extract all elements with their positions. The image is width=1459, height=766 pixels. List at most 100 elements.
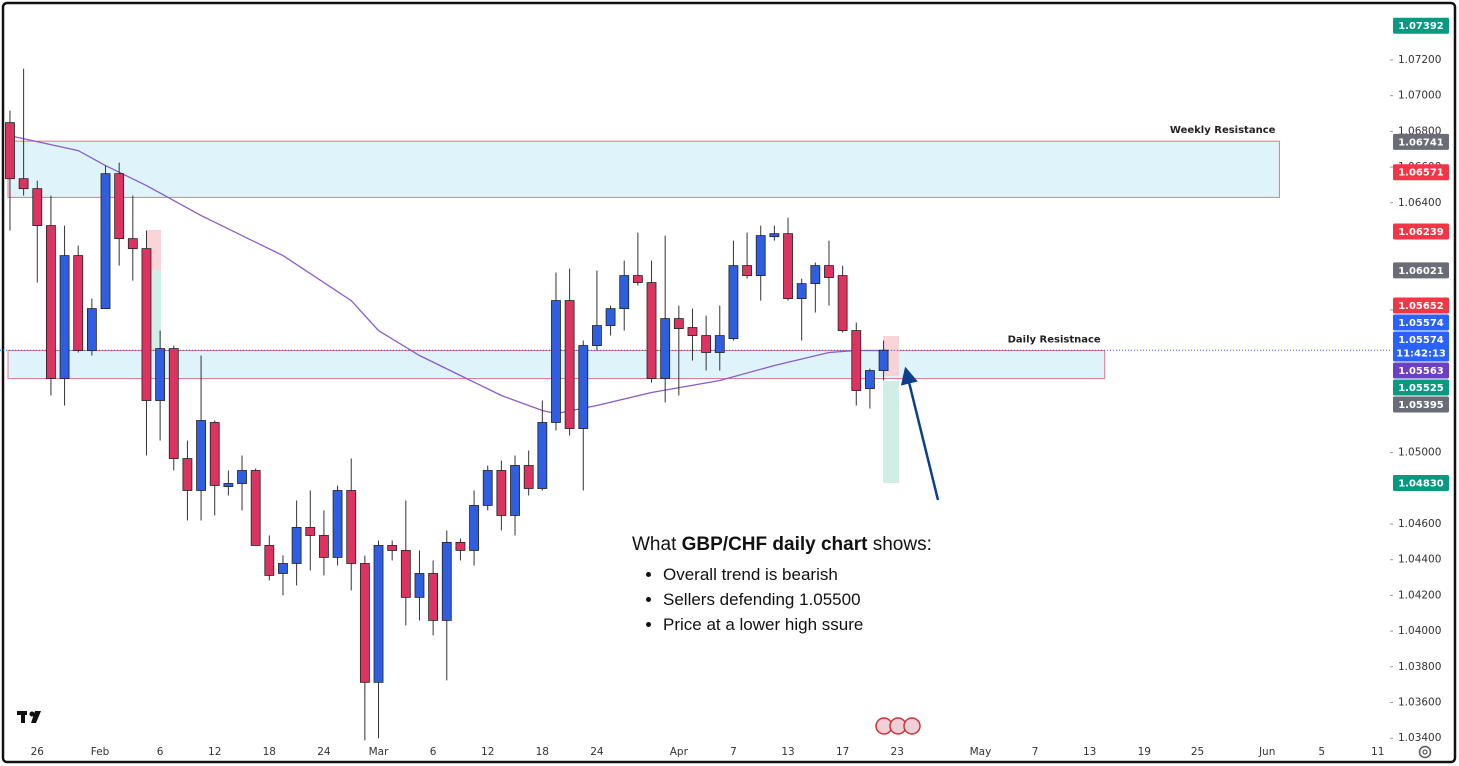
candle-body — [32, 188, 43, 227]
position-target — [883, 381, 899, 483]
x-tick-label: 13 — [781, 746, 794, 758]
x-tick-label: 17 — [836, 746, 849, 758]
candle-body — [209, 422, 220, 486]
candle-body — [496, 470, 507, 516]
candle-body — [878, 349, 889, 371]
annotation-title: What GBP/CHF daily chart shows: — [632, 534, 932, 556]
price-label: 1.06741 — [1398, 137, 1444, 148]
price-label-box — [1393, 262, 1449, 279]
candle-body — [687, 327, 698, 336]
price-label: 1.06021 — [1398, 266, 1444, 277]
candle-body — [46, 225, 56, 379]
y-tick-label: 1.07000 — [1398, 90, 1441, 102]
x-tick-label: 7 — [1032, 746, 1039, 758]
price-label: 1.05395 — [1398, 400, 1444, 411]
candle-body — [578, 345, 589, 429]
zone-label: Daily Resistnace — [1008, 335, 1101, 346]
candle-body — [332, 490, 343, 558]
candle-body — [482, 470, 493, 506]
price-label: 1.04830 — [1398, 478, 1444, 489]
price-label: 1.07392 — [1398, 21, 1444, 32]
candle-body — [155, 348, 166, 401]
x-tick-label: 5 — [1318, 746, 1325, 758]
price-label: 1.05652 — [1398, 301, 1444, 312]
x-tick-label: 6 — [157, 746, 164, 758]
price-label: 1.05574 — [1398, 318, 1444, 329]
candle-body — [400, 550, 411, 598]
candle-body — [605, 308, 616, 326]
candle-body — [428, 573, 439, 621]
x-tick-label: 12 — [208, 746, 221, 758]
annotation-suffix: shows: — [867, 534, 932, 555]
candle-body — [237, 470, 247, 484]
candle-body — [223, 483, 234, 487]
moving-average — [9, 135, 884, 415]
price-label: 1.05563 — [1398, 366, 1444, 377]
resistance-zone — [7, 140, 1280, 198]
y-tick-label: 1.04400 — [1398, 554, 1441, 566]
price-label-box — [1393, 362, 1449, 379]
price-label: 1.06239 — [1398, 227, 1444, 238]
settings-icon[interactable] — [1418, 745, 1432, 759]
candle-body — [592, 325, 602, 346]
price-label: 1.05574 — [1398, 335, 1444, 346]
x-tick-label: 6 — [430, 746, 437, 758]
x-tick-label: 18 — [536, 746, 549, 758]
x-tick-label: May — [970, 746, 992, 758]
price-label-box — [1393, 379, 1449, 396]
candle-body — [728, 265, 739, 339]
annotation-prefix: What — [632, 534, 682, 555]
candle-body — [701, 335, 712, 353]
candle-body — [264, 545, 275, 576]
y-tick-label: 1.04600 — [1398, 518, 1441, 530]
x-tick-label: Feb — [91, 746, 110, 758]
y-tick-label: 1.04000 — [1398, 625, 1441, 637]
y-tick-label: 1.03800 — [1398, 661, 1441, 673]
candle-body — [742, 265, 752, 276]
candle-body — [86, 308, 97, 351]
y-tick-label: 1.03400 — [1398, 732, 1441, 744]
x-tick-label: 23 — [891, 746, 904, 758]
axes: 1.072001.070001.068001.066001.064001.058… — [31, 17, 1449, 758]
price-label: 1.06571 — [1398, 168, 1444, 179]
candle-body — [810, 265, 821, 285]
x-tick-label: 7 — [730, 746, 737, 758]
candle-body — [127, 238, 138, 250]
candle-body — [851, 330, 862, 391]
candle-body — [250, 470, 261, 546]
candle-body — [714, 335, 725, 353]
logo — [17, 711, 41, 723]
candle-body — [141, 248, 152, 401]
price-label-box — [1393, 396, 1449, 413]
price-label-box — [1393, 297, 1449, 314]
candle-body — [796, 283, 807, 300]
candle-body — [551, 300, 561, 423]
y-tick-label: 1.04200 — [1398, 589, 1441, 601]
candle-body — [783, 233, 793, 300]
candle-body — [632, 275, 643, 283]
candle-body — [537, 422, 548, 489]
candle-body — [278, 563, 288, 574]
price-label-box — [1393, 164, 1449, 181]
annotation: What GBP/CHF daily chart shows: Overall … — [632, 534, 932, 637]
zone-label: Weekly Resistance — [1170, 125, 1276, 136]
candle-body — [100, 173, 111, 310]
candle-body — [305, 527, 316, 536]
candle-body — [168, 348, 179, 459]
annotation-bold: GBP/CHF daily chart — [681, 534, 868, 555]
candle-body — [510, 465, 520, 516]
candle-body — [59, 255, 70, 379]
candle-body — [182, 458, 193, 491]
candle-body — [441, 542, 452, 621]
candle-body — [837, 275, 848, 331]
x-tick-label: Apr — [670, 746, 689, 758]
x-tick-label: Jun — [1258, 746, 1275, 758]
candle-body — [824, 265, 834, 278]
y-tick-label: 1.05000 — [1398, 447, 1441, 459]
x-tick-label: 25 — [1191, 746, 1204, 758]
arrow — [900, 366, 940, 501]
price-label-box — [1393, 331, 1449, 362]
y-tick-label: 1.03600 — [1398, 697, 1441, 709]
